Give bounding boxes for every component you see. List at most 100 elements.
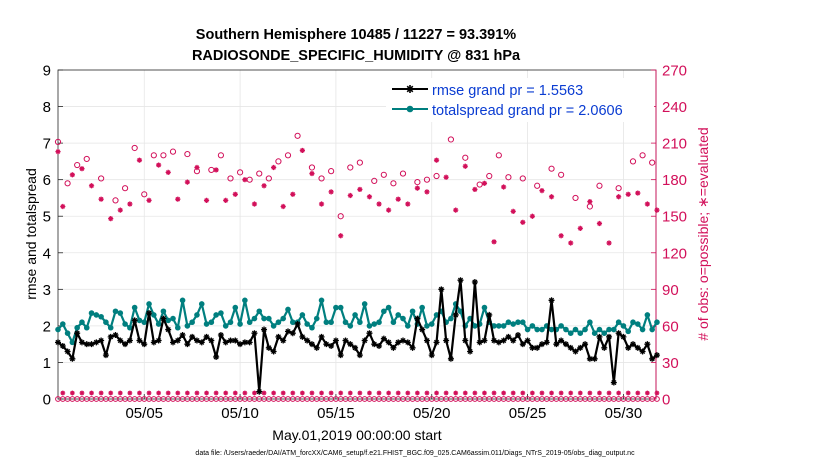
rmse-point <box>428 352 435 359</box>
obs-possible-point <box>160 152 167 159</box>
totalspread-point <box>170 315 176 322</box>
obs-evaluated-point <box>357 186 363 193</box>
obs-zero-evaluated-point <box>89 390 94 396</box>
totalspread-point <box>280 315 287 322</box>
rmse-point <box>634 344 641 351</box>
totalspread-point <box>184 323 191 329</box>
obs-possible-point <box>649 159 656 166</box>
obs-zero-evaluated-point <box>108 390 114 396</box>
obs-zero-evaluated-point <box>568 390 574 396</box>
obs-zero-evaluated-point <box>414 390 420 396</box>
totalspread-point <box>323 319 330 326</box>
totalspread-point <box>510 321 517 327</box>
obs-evaluated-point <box>88 183 95 189</box>
rmse-point <box>69 355 76 362</box>
obs-zero-evaluated-point <box>242 390 248 396</box>
rmse-point <box>285 328 291 335</box>
obs-zero-evaluated-point <box>290 390 296 396</box>
obs-zero-evaluated-point <box>616 390 622 396</box>
grid <box>58 70 656 399</box>
obs-possible-point <box>64 180 71 187</box>
obs-zero-evaluated-point <box>424 390 430 396</box>
obs-evaluated-point <box>127 201 133 207</box>
totalspread-point <box>601 330 608 337</box>
obs-possible-point <box>414 179 421 186</box>
obs-evaluated-point <box>548 194 555 200</box>
right-tick-label: 60 <box>662 318 679 335</box>
rmse-point <box>88 341 95 348</box>
rmse-point <box>553 341 560 348</box>
rmse-point <box>620 333 627 340</box>
obs-evaluated-point <box>55 149 61 155</box>
y-axis-label-right: # of obs: o=possible; ∗=evaluated <box>695 127 711 340</box>
obs-zero-evaluated-point <box>510 390 516 396</box>
rmse-point <box>601 344 608 351</box>
obs-possible-point <box>169 148 177 155</box>
x-tick-label: 05/25 <box>509 405 547 422</box>
obs-zero-evaluated-point <box>367 390 372 396</box>
obs-evaluated-point <box>338 233 344 239</box>
obs-possible-point <box>112 197 119 204</box>
obs-zero-point <box>654 396 660 402</box>
rmse-point <box>337 352 344 359</box>
totalspread-point <box>496 323 502 329</box>
rmse-point <box>457 277 464 284</box>
obs-zero-evaluated-point <box>184 390 190 396</box>
obs-possible-point <box>265 175 272 182</box>
obs-evaluated-point <box>376 201 382 207</box>
totalspread-point <box>519 319 526 326</box>
obs-zero-evaluated-point <box>491 390 497 396</box>
totalspread-point <box>371 321 378 327</box>
rmse-point <box>251 330 258 337</box>
totalspread-point <box>366 323 373 329</box>
totalspread-point <box>203 321 210 327</box>
obs-zero-evaluated-point <box>549 390 554 396</box>
totalspread-point <box>428 321 435 327</box>
rmse-point <box>170 339 176 346</box>
left-tick-label: 0 <box>43 392 51 409</box>
obs-zero-evaluated-point <box>98 390 104 396</box>
obs-possible-point <box>558 171 565 178</box>
rmse-point <box>107 333 114 340</box>
rmse-point <box>519 341 526 348</box>
totalspread-point <box>98 313 104 320</box>
x-tick-label: 05/10 <box>221 405 259 422</box>
obs-possible-point <box>256 170 263 177</box>
totalspread-point <box>448 315 454 322</box>
obs-zero-evaluated-point <box>328 390 334 396</box>
x-tick-label: 05/05 <box>125 405 163 422</box>
rmse-point <box>261 326 268 333</box>
rmse-point <box>649 355 656 362</box>
totalspread-point <box>630 319 636 326</box>
totalspread-point <box>582 326 588 333</box>
obs-possible-point <box>141 191 148 198</box>
totalspread-point <box>59 321 66 327</box>
obs-possible-point <box>380 171 387 178</box>
obs-evaluated-point <box>644 201 650 207</box>
obs-possible-point <box>337 213 344 220</box>
totalspread-point <box>390 319 397 326</box>
obs-possible-point <box>462 154 469 161</box>
obs-evaluated-point <box>98 196 104 202</box>
obs-zero-evaluated-point <box>443 390 449 396</box>
obs-evaluated-point <box>443 174 449 180</box>
rmse-point <box>198 339 205 346</box>
rmse-point <box>318 333 325 340</box>
obs-zero-evaluated-point <box>299 390 305 396</box>
totalspread-point <box>285 306 291 313</box>
obs-possible-point <box>476 181 483 188</box>
obs-possible-point <box>284 152 292 159</box>
rmse-point <box>438 286 445 293</box>
obs-evaluated-point <box>175 196 181 202</box>
obs-zero-evaluated-point <box>654 390 660 396</box>
rmse-point <box>467 348 474 355</box>
totalspread-point <box>155 321 162 327</box>
obs-zero-evaluated-point <box>319 390 324 396</box>
rmse-point <box>342 337 349 344</box>
obs-evaluated-point <box>309 170 315 177</box>
obs-possible-point <box>217 152 225 159</box>
left-tick-label: 8 <box>43 99 51 116</box>
obs-evaluated-point <box>318 201 325 207</box>
obs-possible-point <box>328 168 335 175</box>
